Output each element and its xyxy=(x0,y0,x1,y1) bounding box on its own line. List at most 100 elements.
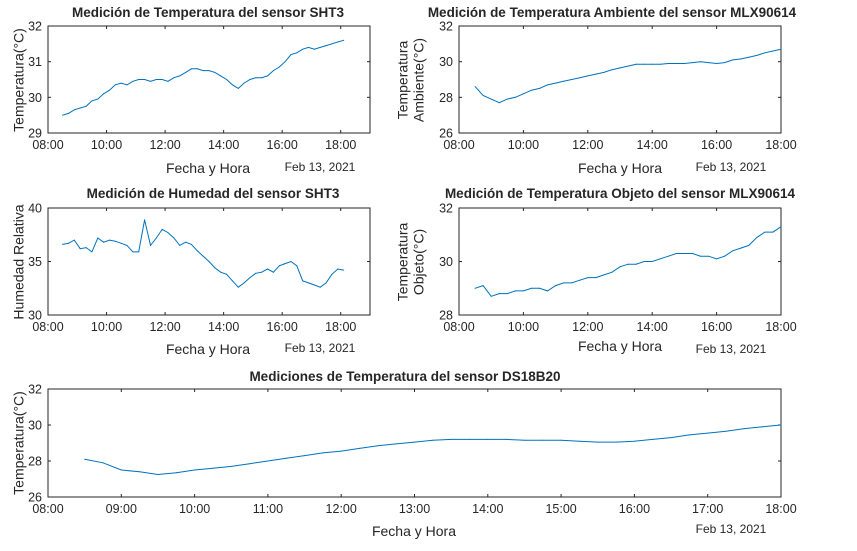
x-tick-label: 16:00 xyxy=(701,320,732,334)
x-tick-label: 18:00 xyxy=(765,502,796,516)
data-point xyxy=(144,219,146,221)
data-point xyxy=(308,282,309,284)
data-point xyxy=(161,79,163,80)
y-tick-label: 30 xyxy=(28,419,42,433)
x-tick-label: 16:00 xyxy=(619,502,650,516)
x-tick-label: 08:00 xyxy=(32,502,63,516)
data-point xyxy=(490,98,492,100)
data-point xyxy=(272,70,274,72)
data-point xyxy=(103,241,105,243)
data-point xyxy=(109,89,110,91)
x-tick-label: 18:00 xyxy=(325,320,356,334)
data-point xyxy=(340,450,342,452)
data-point xyxy=(278,66,280,68)
x-tick-label: 10:00 xyxy=(179,502,210,516)
y-tick-label: 29 xyxy=(28,127,42,141)
y-tick-label: 32 xyxy=(439,20,453,34)
chart-title: Mediciones de Temperatura del sensor DS1… xyxy=(249,369,560,384)
data-point xyxy=(120,242,122,244)
data-point xyxy=(237,87,239,89)
data-point xyxy=(643,261,645,262)
data-point xyxy=(304,455,306,457)
data-point xyxy=(587,75,589,77)
data-point xyxy=(255,77,257,79)
chart-title: Medición de Temperatura Objeto del senso… xyxy=(445,186,796,201)
y-axis-label: Temperatura xyxy=(395,222,411,301)
y-tick-label: 28 xyxy=(439,91,453,105)
data-point xyxy=(290,54,292,55)
data-point xyxy=(220,75,222,77)
data-point xyxy=(469,438,470,440)
data-point xyxy=(79,248,81,250)
x-tick-label: 10:00 xyxy=(91,138,122,152)
data-point xyxy=(563,80,565,82)
y-tick-label: 32 xyxy=(28,383,42,397)
data-point xyxy=(226,273,228,275)
data-point xyxy=(150,80,151,82)
data-point xyxy=(313,48,315,50)
data-point xyxy=(748,56,750,58)
data-point xyxy=(732,250,734,252)
data-point xyxy=(506,293,508,295)
x-tick-label: 18:00 xyxy=(325,138,356,152)
data-point xyxy=(603,274,605,276)
y-axis-label: Temperatura(°C) xyxy=(11,391,27,495)
x-tick-label: 14:00 xyxy=(208,320,239,334)
x-tick-label: 16:00 xyxy=(267,138,298,152)
data-point xyxy=(772,50,774,52)
data-point xyxy=(120,82,122,84)
chart-sht3_hum: Medición de Humedad del sensor SHT3 08:00… xyxy=(11,186,371,357)
data-point xyxy=(474,287,476,289)
data-point xyxy=(196,250,198,252)
data-point xyxy=(482,95,484,96)
data-point xyxy=(740,58,742,60)
data-point xyxy=(595,73,597,75)
data-point xyxy=(261,77,263,79)
data-point xyxy=(68,242,69,244)
y-tick-label: 31 xyxy=(28,55,42,69)
data-point xyxy=(490,295,492,297)
plot-area xyxy=(47,25,371,134)
data-point xyxy=(214,267,216,269)
data-point xyxy=(756,236,758,238)
y-tick-label: 32 xyxy=(28,20,42,34)
data-point xyxy=(322,452,324,454)
data-point xyxy=(202,70,204,72)
data-point xyxy=(780,226,782,228)
data-point xyxy=(68,112,69,114)
x-axis-label: Fecha y Hora xyxy=(166,160,250,176)
data-point xyxy=(627,263,629,265)
data-point xyxy=(560,439,562,441)
x-tick-label: 16:00 xyxy=(267,320,298,334)
data-point xyxy=(214,71,216,73)
data-point xyxy=(208,261,210,262)
data-point xyxy=(62,243,64,245)
data-point xyxy=(85,247,87,249)
data-point xyxy=(220,271,222,273)
data-point xyxy=(138,251,140,253)
y-tick-label: 30 xyxy=(439,255,453,269)
data-point xyxy=(196,68,198,70)
x-axis-label: Fecha y Hora xyxy=(578,338,662,354)
y-tick-label: 28 xyxy=(439,309,453,323)
data-point xyxy=(579,279,581,281)
data-point xyxy=(296,265,298,267)
data-point xyxy=(249,79,251,80)
data-point xyxy=(716,258,718,260)
data-point xyxy=(103,93,105,95)
y-axis-label: Temperatura xyxy=(395,40,411,119)
data-point xyxy=(707,432,709,434)
data-point xyxy=(780,424,782,426)
data-point xyxy=(114,84,116,86)
data-point xyxy=(343,39,345,41)
y-axis-label: Objeto(°C) xyxy=(411,229,427,295)
x-tick-label: 18:00 xyxy=(765,320,796,334)
x-tick-label: 12:00 xyxy=(326,502,357,516)
data-point xyxy=(114,240,116,242)
y-axis-label: Temperatura(°C) xyxy=(11,28,27,132)
data-point xyxy=(285,457,287,459)
data-point xyxy=(474,86,476,88)
x-tick-label: 14:00 xyxy=(637,320,668,334)
data-point xyxy=(531,287,532,289)
data-point xyxy=(563,282,565,284)
